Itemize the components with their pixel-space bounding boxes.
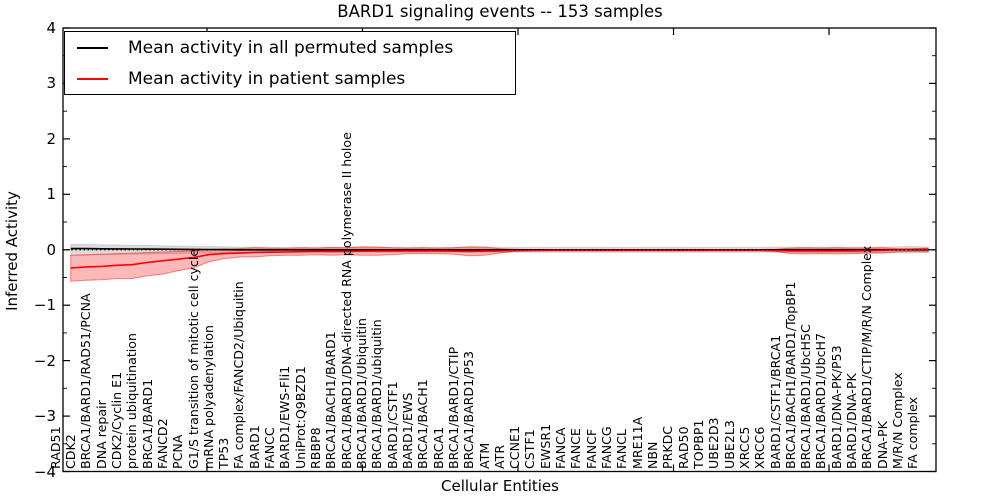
- x-category-label: BARD1/DNA-PK/P53: [828, 345, 844, 469]
- x-category-label: DNA-PK: [874, 421, 890, 469]
- x-category-label: BRCA1/BARD1/CTIP/M/R/N Complex: [859, 245, 875, 469]
- x-category-label: PRKDC: [660, 425, 676, 469]
- x-category-label: mRNA polyadenylation: [200, 325, 216, 469]
- x-category-label: FANCD2: [154, 418, 170, 469]
- y-tick-label: 0: [46, 240, 56, 259]
- x-category-label: M/R/N Complex: [890, 372, 905, 469]
- x-category-label: BRCA1/BARD1/RAD51/PCNA: [78, 293, 94, 469]
- x-category-label: BRCA1/BARD1/UbcH5C: [798, 324, 814, 469]
- x-category-label: UniProt:Q9BZD1: [292, 366, 308, 469]
- legend-entry-patient: Mean activity in patient samples: [65, 63, 515, 94]
- x-category-label: NBN: [645, 441, 660, 469]
- x-category-label: CSTF1: [522, 429, 538, 469]
- y-tick-label: −1: [33, 296, 56, 315]
- x-category-label: BRCA1/BARD1/ubiquitin: [369, 319, 385, 469]
- x-category-label: BARD1/EWS-Fli1: [277, 365, 293, 469]
- x-category-label: BRCA1/BACH1/BARD1: [323, 331, 339, 469]
- x-category-label: ATR: [491, 444, 507, 469]
- x-category-label: RAD50: [675, 426, 691, 469]
- x-category-label: BRCA1/BARD1/DNA-directed RNA polymerase …: [338, 132, 354, 469]
- x-category-label: CDK2/Cyclin E1: [108, 371, 124, 469]
- x-category-label: FA complex: [905, 396, 921, 469]
- x-category-label: FANCA: [553, 427, 569, 469]
- x-category-label: CCNE1: [507, 426, 523, 469]
- y-tick-label: 3: [46, 74, 56, 93]
- x-category-label: ATM: [476, 442, 492, 469]
- x-category-label: DNA repair: [93, 400, 109, 469]
- x-category-label: BRCA1: [430, 426, 446, 469]
- x-category-label: UBE2L3: [721, 420, 737, 469]
- x-category-label: TP53: [216, 437, 232, 469]
- x-category-label: XRCC6: [752, 426, 768, 469]
- x-category-label: XRCC5: [736, 426, 752, 469]
- y-tick-label: 2: [46, 129, 56, 148]
- x-category-label: G1/S transition of mitotic cell cycle: [185, 248, 201, 469]
- legend-entry-permuted: Mean activity in all permuted samples: [65, 32, 515, 63]
- legend-label-permuted: Mean activity in all permuted samples: [128, 37, 454, 58]
- y-tick-label: 1: [46, 185, 56, 204]
- x-category-label: BRCA1/BARD1: [139, 378, 155, 469]
- x-category-label: TOPBP1: [690, 419, 706, 469]
- x-category-label: BARD1: [246, 425, 262, 469]
- x-category-label: FANCF: [583, 428, 599, 469]
- x-category-label: BARD1/EWS: [399, 392, 415, 469]
- x-category-label: BRCA1/BARD1/Ubiquitin: [354, 318, 369, 469]
- x-category-label: FANCE: [568, 428, 584, 469]
- x-category-label: BRCA1/BARD1/UbcH7: [813, 332, 829, 469]
- y-tick-label: 4: [46, 19, 56, 37]
- y-tick-label: −2: [33, 351, 56, 370]
- x-category-label: RAD51: [47, 426, 63, 469]
- legend-box: Mean activity in all permuted samples Me…: [64, 31, 516, 95]
- x-category-label: BRCA1/BACH1: [415, 379, 431, 469]
- x-category-label: UBE2D3: [706, 417, 722, 469]
- x-category-label: BRCA1/BARD1/CTIP: [445, 346, 461, 469]
- x-axis-label: Cellular Entities: [441, 477, 559, 495]
- x-category-label: protein ubiquitination: [124, 333, 140, 469]
- x-category-label: EWSR1: [537, 423, 553, 469]
- x-category-label: FANCG: [599, 426, 614, 469]
- x-category-label: PCNA: [170, 434, 186, 469]
- x-category-label: BRCA1/BARD1/P53: [461, 350, 477, 469]
- x-category-label: BARD1/CSTF1: [384, 381, 400, 469]
- chart-title: BARD1 signaling events -- 153 samples: [337, 2, 663, 21]
- x-category-label: FA complex/FANCD2/Ubiquitin: [231, 281, 247, 469]
- x-category-label: FANCC: [262, 427, 278, 469]
- legend-line-red: [77, 77, 108, 80]
- legend-line-black: [77, 46, 108, 49]
- x-category-label: BARD1/CSTF1/BRCA1: [767, 334, 783, 469]
- y-tick-label: −3: [33, 407, 56, 426]
- x-category-label: CDK2: [63, 434, 78, 469]
- legend-label-patient: Mean activity in patient samples: [128, 68, 406, 89]
- x-category-label: MRE11A: [629, 416, 645, 469]
- y-tick-label: −4: [33, 462, 56, 481]
- x-category-label: BRCA1/BACH1/BARD1/TopBP1: [782, 281, 798, 469]
- x-category-label: BARD1/DNA-PK: [844, 373, 860, 469]
- x-category-label: FANCL: [614, 429, 630, 469]
- x-category-label: RBBP8: [308, 427, 323, 469]
